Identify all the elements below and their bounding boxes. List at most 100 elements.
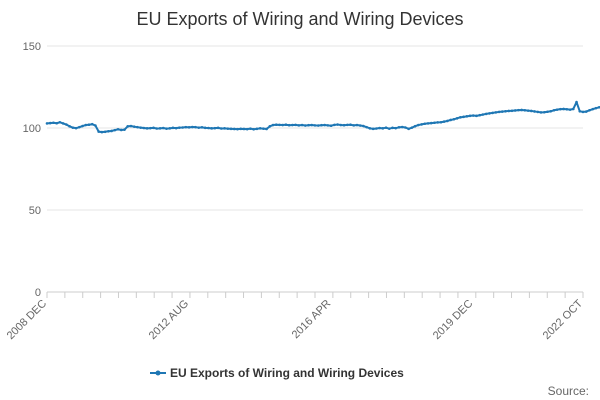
data-point[interactable] (368, 127, 372, 130)
data-point[interactable] (491, 111, 494, 115)
data-point[interactable] (77, 125, 81, 129)
data-point[interactable] (365, 125, 368, 129)
data-point[interactable] (568, 108, 572, 111)
data-point[interactable] (439, 120, 443, 124)
data-point[interactable] (213, 126, 217, 130)
data-point[interactable] (407, 127, 410, 131)
data-point[interactable] (459, 116, 462, 119)
data-point[interactable] (232, 127, 236, 131)
data-point[interactable] (107, 129, 110, 133)
data-point[interactable] (345, 123, 349, 127)
data-point[interactable] (216, 126, 220, 130)
data-point[interactable] (203, 126, 207, 130)
data-point[interactable] (342, 123, 346, 127)
data-point[interactable] (352, 124, 356, 127)
data-point[interactable] (255, 127, 259, 131)
data-point[interactable] (452, 118, 456, 121)
data-point[interactable] (119, 128, 123, 132)
data-point[interactable] (139, 126, 142, 129)
data-point[interactable] (149, 126, 152, 130)
data-point[interactable] (546, 110, 549, 114)
data-point[interactable] (210, 127, 213, 130)
data-point[interactable] (294, 123, 297, 127)
data-point[interactable] (297, 124, 301, 127)
data-point[interactable] (555, 108, 559, 111)
data-point[interactable] (413, 124, 417, 128)
data-point[interactable] (168, 127, 171, 130)
data-point[interactable] (523, 108, 527, 112)
data-point[interactable] (245, 127, 249, 131)
data-point[interactable] (510, 109, 514, 113)
data-point[interactable] (462, 115, 465, 119)
data-point[interactable] (171, 126, 175, 130)
data-point[interactable] (300, 123, 304, 127)
data-point[interactable] (339, 123, 343, 127)
data-point[interactable] (442, 120, 446, 123)
data-point[interactable] (281, 123, 285, 127)
data-point[interactable] (336, 123, 339, 126)
data-point[interactable] (307, 123, 310, 127)
data-point[interactable] (397, 126, 401, 129)
data-point[interactable] (258, 127, 262, 130)
data-point[interactable] (488, 112, 491, 115)
data-point[interactable] (249, 127, 252, 130)
data-point[interactable] (446, 119, 449, 123)
data-point[interactable] (174, 126, 178, 130)
data-point[interactable] (433, 121, 436, 125)
data-point[interactable] (520, 108, 523, 112)
data-point[interactable] (494, 111, 498, 114)
data-point[interactable] (423, 122, 427, 126)
data-point[interactable] (429, 121, 433, 125)
data-point[interactable] (123, 128, 126, 131)
data-point[interactable] (381, 127, 385, 130)
data-point[interactable] (400, 125, 404, 129)
legend[interactable]: EU Exports of Wiring and Wiring Devices (150, 366, 404, 380)
data-point[interactable] (129, 124, 133, 128)
data-point[interactable] (375, 127, 378, 130)
data-point[interactable] (449, 118, 452, 122)
data-point[interactable] (262, 127, 265, 130)
data-point[interactable] (436, 121, 440, 124)
data-point[interactable] (65, 123, 68, 126)
data-point[interactable] (132, 125, 136, 128)
data-point[interactable] (194, 125, 197, 129)
data-point[interactable] (562, 107, 565, 111)
data-point[interactable] (597, 106, 600, 109)
data-point[interactable] (161, 126, 165, 130)
data-point[interactable] (481, 113, 485, 116)
data-point[interactable] (274, 123, 278, 127)
data-point[interactable] (323, 123, 326, 127)
data-point[interactable] (310, 123, 314, 127)
data-point[interactable] (333, 123, 336, 127)
data-point[interactable] (126, 125, 130, 128)
data-point[interactable] (236, 127, 239, 131)
data-point[interactable] (52, 121, 55, 125)
data-point[interactable] (313, 124, 317, 127)
data-point[interactable] (572, 107, 575, 111)
data-point[interactable] (55, 121, 58, 125)
data-point[interactable] (74, 126, 78, 130)
data-point[interactable] (420, 123, 423, 126)
data-point[interactable] (497, 110, 501, 114)
data-point[interactable] (220, 127, 223, 130)
data-point[interactable] (542, 110, 546, 114)
data-point[interactable] (581, 110, 585, 114)
data-point[interactable] (410, 126, 414, 129)
data-point[interactable] (116, 128, 120, 131)
data-point[interactable] (591, 107, 594, 111)
data-point[interactable] (100, 130, 104, 134)
data-point[interactable] (113, 128, 117, 132)
data-point[interactable] (530, 109, 533, 113)
data-point[interactable] (426, 122, 430, 125)
data-point[interactable] (278, 123, 281, 127)
data-point[interactable] (103, 130, 107, 134)
data-point[interactable] (61, 122, 65, 125)
data-point[interactable] (304, 124, 307, 127)
data-point[interactable] (226, 127, 230, 130)
data-point[interactable] (136, 125, 139, 129)
data-point[interactable] (48, 121, 52, 125)
data-point[interactable] (142, 126, 146, 130)
data-point[interactable] (329, 124, 333, 127)
data-point[interactable] (90, 122, 94, 126)
data-point[interactable] (478, 113, 481, 117)
